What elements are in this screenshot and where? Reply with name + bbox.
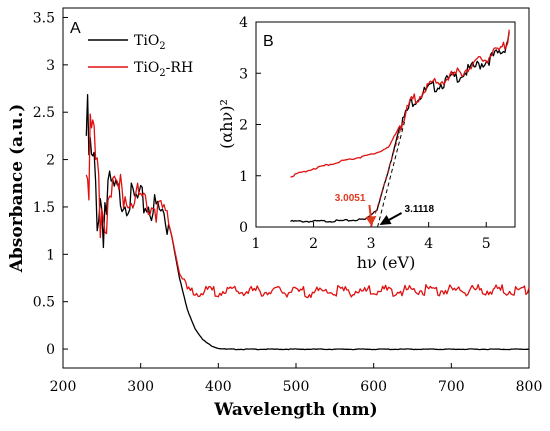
legend-tio2-sub: 2 bbox=[159, 41, 165, 52]
inset-y-tick-label: 0 bbox=[239, 220, 248, 236]
main-series-group bbox=[85, 93, 530, 351]
panel-b-label: B bbox=[263, 33, 274, 50]
main-y-tick-label: 0 bbox=[46, 342, 55, 358]
inset-y-tick-label: 2 bbox=[239, 118, 248, 134]
main-x-ticks: 200 300 400 500 600 700 800 bbox=[50, 363, 543, 395]
arrow-head-3-0051 bbox=[365, 216, 377, 226]
main-x-tick-label: 200 bbox=[50, 379, 77, 395]
inset-x-tick-label: 4 bbox=[424, 236, 433, 252]
panel-a-label: A bbox=[70, 20, 81, 37]
main-y-axis-title: Absorbance (a.u.) bbox=[7, 104, 27, 274]
inset-series-line-1 bbox=[290, 29, 510, 178]
main-y-ticks: 0 0.5 1 1.5 2 2.5 3 3.5 bbox=[33, 10, 68, 358]
main-x-tick-label: 400 bbox=[205, 379, 232, 395]
inset-x-tick-label: 1 bbox=[252, 236, 261, 252]
main-series-line-1 bbox=[85, 113, 530, 299]
inset-series-group bbox=[290, 29, 510, 223]
main-y-tick-label: 1 bbox=[46, 247, 55, 263]
inset-x-tick-label: 3 bbox=[367, 236, 376, 252]
legend-tio2-main: TiO bbox=[134, 33, 159, 49]
main-y-tick-label: 0.5 bbox=[33, 295, 55, 311]
legend: TiO2 TiO2-RH bbox=[88, 33, 193, 79]
legend-tio2rh-sub: 2 bbox=[159, 68, 165, 79]
main-x-tick-label: 300 bbox=[127, 379, 154, 395]
inset-y-axis-title: (αhν)² bbox=[217, 99, 236, 149]
main-x-tick-label: 800 bbox=[516, 379, 543, 395]
main-y-tick-label: 3 bbox=[46, 58, 55, 74]
legend-tio2rh-suffix: -RH bbox=[166, 60, 193, 76]
inset-y-ticks: 0 1 2 3 4 bbox=[239, 15, 261, 236]
inset-x-axis-title: hν (eV) bbox=[357, 253, 416, 272]
annotation-3-1118: 3.1118 bbox=[405, 204, 435, 215]
main-x-tick-label: 500 bbox=[283, 379, 310, 395]
inset-annotations: 3.0051 3.1118 bbox=[335, 121, 435, 228]
main-y-tick-label: 2.5 bbox=[33, 105, 55, 121]
inset-y-tick-label: 1 bbox=[239, 169, 248, 185]
main-y-tick-label: 3.5 bbox=[33, 10, 55, 26]
main-x-axis-title: Wavelength (nm) bbox=[213, 400, 377, 420]
main-x-tick-label: 700 bbox=[438, 379, 465, 395]
tangent-line-tio2-rh bbox=[370, 121, 404, 228]
main-x-tick-label: 600 bbox=[360, 379, 387, 395]
annotation-3-0051: 3.0051 bbox=[335, 193, 366, 204]
inset-x-ticks: 1 2 3 4 5 bbox=[252, 222, 491, 252]
inset-x-tick-label: 2 bbox=[309, 236, 318, 252]
inset-y-tick-label: 3 bbox=[239, 66, 248, 82]
main-y-tick-label: 2 bbox=[46, 153, 55, 169]
legend-label-tio2-rh: TiO2-RH bbox=[134, 60, 193, 79]
main-y-tick-label: 1.5 bbox=[33, 200, 55, 216]
inset-x-tick-label: 5 bbox=[482, 236, 491, 252]
inset-y-tick-label: 4 bbox=[239, 15, 248, 31]
arrow-head-3-1118 bbox=[379, 215, 392, 225]
legend-label-tio2: TiO2 bbox=[134, 33, 166, 52]
main-series-line-0 bbox=[85, 93, 530, 351]
legend-tio2rh-main: TiO bbox=[134, 60, 159, 76]
inset-background bbox=[256, 22, 515, 227]
